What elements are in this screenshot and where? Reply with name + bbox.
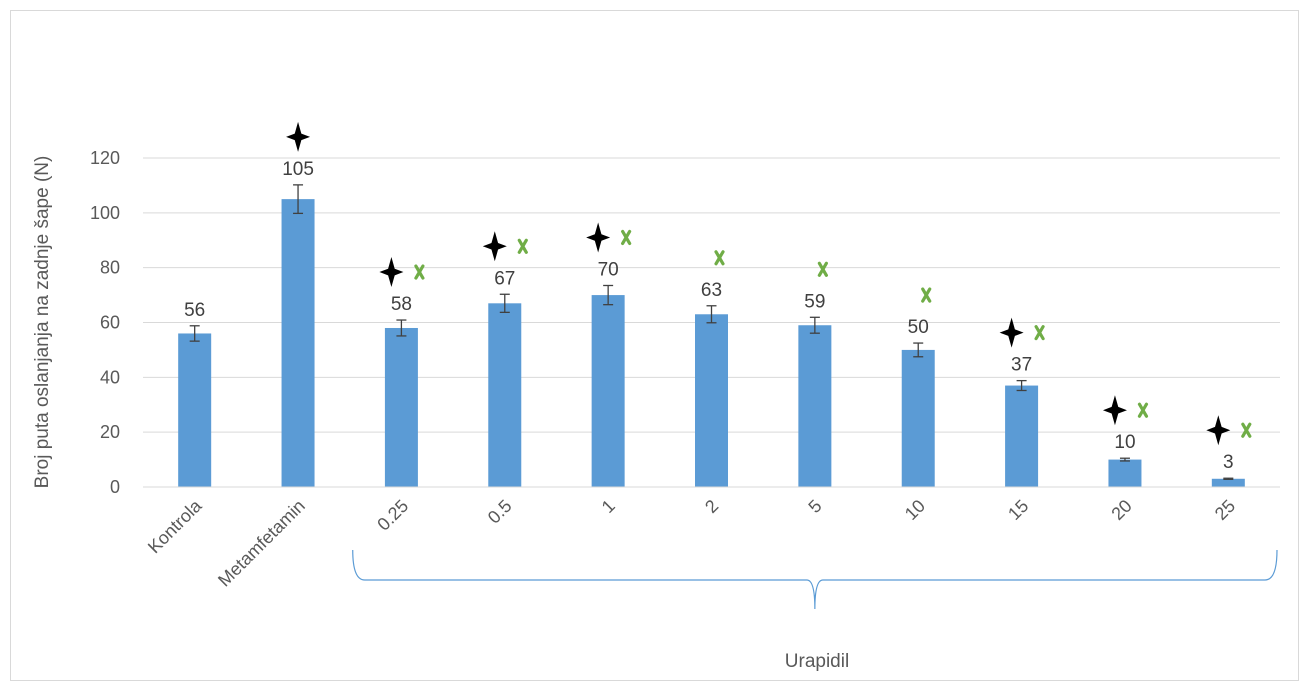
x-tick-label: Metamfetamin bbox=[214, 496, 309, 591]
data-label: 70 bbox=[598, 259, 619, 280]
data-label: 105 bbox=[282, 159, 314, 180]
data-label: 59 bbox=[804, 291, 825, 312]
data-labels: 56 105 58 67 70 63 59 50 37 10 3 bbox=[184, 159, 1233, 473]
error-bar bbox=[1223, 477, 1234, 480]
data-label: 3 bbox=[1223, 452, 1234, 473]
data-label: 37 bbox=[1011, 355, 1032, 376]
error-bar bbox=[189, 325, 200, 342]
x-tick-label: 15 bbox=[1004, 496, 1032, 524]
error-bar bbox=[913, 342, 924, 358]
star-marker bbox=[379, 257, 404, 288]
x-marker bbox=[1137, 402, 1149, 418]
x-marker bbox=[817, 261, 828, 277]
error-bar bbox=[499, 293, 510, 314]
bar bbox=[798, 325, 832, 487]
star-marker bbox=[286, 121, 311, 152]
y-tick-label: 80 bbox=[100, 258, 120, 278]
error-bar bbox=[396, 319, 407, 337]
star-marker bbox=[1102, 395, 1127, 426]
error-bars bbox=[189, 184, 1234, 480]
y-axis-title: Broj puta oslanjanja na zadnje šape (N) bbox=[32, 156, 53, 489]
y-tick-label: 100 bbox=[90, 203, 120, 223]
bars bbox=[178, 199, 1245, 487]
data-label: 63 bbox=[701, 280, 722, 301]
error-bar bbox=[1016, 379, 1027, 392]
significance-markers bbox=[286, 121, 1252, 446]
x-tick-label: 20 bbox=[1107, 496, 1135, 524]
y-tick-label: 60 bbox=[100, 313, 120, 333]
x-tick-label: 10 bbox=[901, 496, 929, 524]
x-tick-label: 1 bbox=[598, 496, 619, 517]
x-marker bbox=[714, 250, 725, 266]
error-bar bbox=[706, 305, 717, 324]
x-marker bbox=[414, 264, 425, 280]
error-bar bbox=[603, 284, 614, 306]
data-label: 10 bbox=[1114, 432, 1135, 453]
x-axis-ticks: Kontrola Metamfetamin 0.25 0.5 1 2 5 10 15 20 25 bbox=[144, 495, 1239, 590]
data-label: 50 bbox=[908, 317, 929, 338]
bar bbox=[281, 199, 315, 487]
bar bbox=[1005, 385, 1039, 487]
error-bar bbox=[1119, 457, 1130, 462]
bar bbox=[901, 349, 935, 487]
x-marker bbox=[517, 238, 528, 254]
x-tick-label: 5 bbox=[804, 496, 825, 517]
x-tick-label: 0.5 bbox=[484, 496, 516, 528]
bar bbox=[1108, 459, 1142, 487]
error-bar bbox=[809, 316, 820, 334]
bar bbox=[488, 303, 522, 487]
x-tick-label: 0.25 bbox=[373, 496, 412, 535]
error-bar bbox=[293, 184, 304, 215]
bar bbox=[591, 295, 625, 487]
y-tick-label: 20 bbox=[100, 422, 120, 442]
star-marker bbox=[1206, 415, 1231, 446]
star-marker bbox=[482, 231, 507, 262]
bar bbox=[178, 333, 212, 487]
y-tick-label: 0 bbox=[110, 477, 120, 497]
y-tick-label: 40 bbox=[100, 367, 120, 387]
x-marker bbox=[621, 229, 632, 246]
bar bbox=[384, 327, 418, 487]
y-tick-label: 120 bbox=[90, 148, 120, 168]
x-marker bbox=[1034, 325, 1045, 341]
bar bbox=[1211, 478, 1245, 487]
data-label: 56 bbox=[184, 300, 205, 321]
chart-frame bbox=[10, 10, 1299, 681]
x-tick-label: 25 bbox=[1211, 496, 1239, 524]
gridlines bbox=[143, 157, 1280, 433]
bar bbox=[695, 314, 728, 487]
x-marker bbox=[921, 287, 932, 303]
y-axis-ticks: 0 20 40 60 80 100 120 bbox=[90, 148, 120, 497]
star-marker bbox=[999, 317, 1024, 348]
data-label: 67 bbox=[494, 268, 515, 289]
x-tick-label: 2 bbox=[701, 496, 722, 517]
x-tick-label: Kontrola bbox=[144, 495, 206, 557]
data-label: 58 bbox=[391, 294, 412, 315]
x-marker bbox=[1241, 422, 1252, 438]
urapidil-bracket bbox=[352, 549, 1278, 610]
group-label: Urapidil bbox=[785, 651, 849, 672]
star-marker bbox=[586, 222, 611, 253]
